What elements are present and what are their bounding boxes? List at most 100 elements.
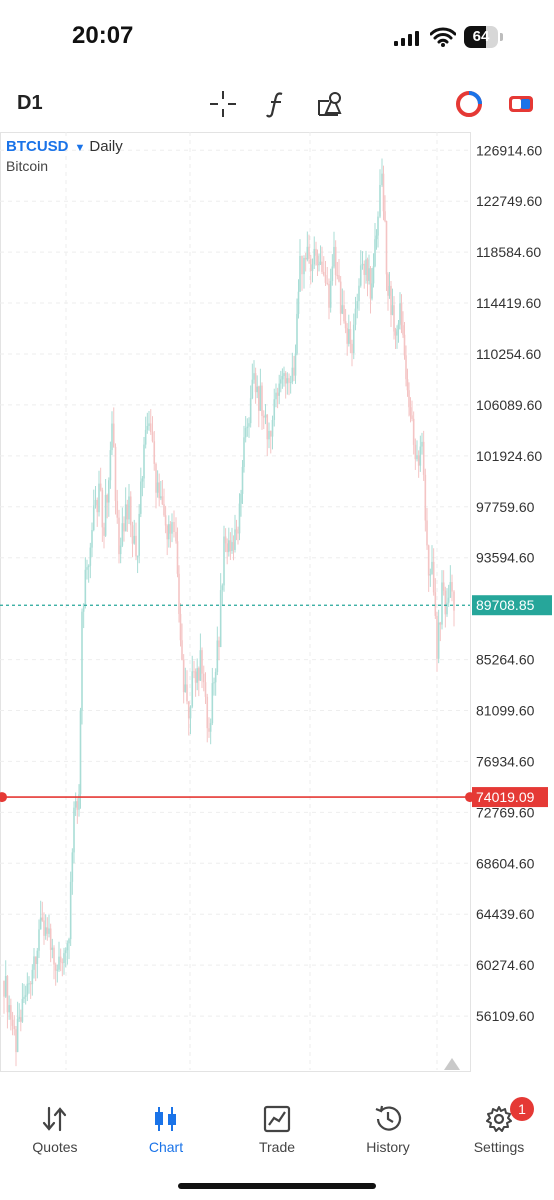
candle-body xyxy=(328,283,330,308)
candle-body xyxy=(171,522,173,534)
price-tick-label: 64439.60 xyxy=(476,906,535,922)
candle-body xyxy=(333,246,335,267)
symbol-header[interactable]: BTCUSD ▼ Daily xyxy=(6,138,123,155)
candle-body xyxy=(306,246,309,260)
candle-body xyxy=(319,261,322,265)
candle-body xyxy=(103,527,105,536)
price-tick-label: 81099.60 xyxy=(476,702,535,718)
candle-body xyxy=(232,542,235,550)
price-tick-label: 85264.60 xyxy=(476,652,535,668)
candle-body xyxy=(68,939,70,944)
candle-body xyxy=(375,235,378,240)
candle-body xyxy=(303,257,305,275)
nav-quotes[interactable]: Quotes xyxy=(0,1094,110,1164)
trade-toggle-icon[interactable] xyxy=(506,89,536,119)
candle-body xyxy=(59,956,62,963)
candle-body xyxy=(194,671,197,683)
candle-body xyxy=(191,671,194,707)
candle-body xyxy=(296,313,298,354)
nav-settings[interactable]: 1 Settings xyxy=(444,1094,554,1164)
candle-body xyxy=(182,659,185,693)
chart-area[interactable]: 126914.60 122749.60 118584.60 114419.60 1102… xyxy=(0,132,554,1074)
indicator-ring-icon[interactable] xyxy=(454,89,484,119)
candle-body xyxy=(112,423,115,447)
candle-body xyxy=(48,928,50,934)
candle-body xyxy=(46,927,49,934)
candle-body xyxy=(229,540,232,552)
candle-body xyxy=(281,375,284,380)
candle-body xyxy=(109,450,112,481)
nav-trade[interactable]: Trade xyxy=(222,1094,332,1164)
candle-body xyxy=(336,275,339,277)
candle-body xyxy=(13,1025,16,1030)
candle-body xyxy=(133,535,136,544)
candle-body xyxy=(209,723,212,732)
drawing-objects-icon[interactable] xyxy=(316,89,346,119)
candle-body xyxy=(385,221,388,275)
candlestick-chart[interactable]: 126914.60 122749.60 118584.60 114419.60 1102… xyxy=(0,132,554,1074)
candle-body xyxy=(175,531,177,542)
candle-body xyxy=(211,683,214,724)
candle-body xyxy=(411,415,413,419)
candle-body xyxy=(293,367,295,376)
trade-chart-icon xyxy=(263,1105,291,1133)
candle-body xyxy=(234,529,236,550)
candle-body xyxy=(53,947,55,965)
candle-body xyxy=(399,303,401,324)
chart-toolbar: D1 xyxy=(0,82,554,126)
candle-body xyxy=(253,373,255,380)
candle-body xyxy=(275,392,277,400)
candle-body xyxy=(283,373,285,376)
candle-body xyxy=(3,980,5,997)
candle-body xyxy=(326,282,329,284)
candle-body xyxy=(268,430,270,440)
candle-body xyxy=(356,301,359,309)
symbol-name[interactable]: BTCUSD xyxy=(6,138,69,155)
candle-body xyxy=(343,305,345,322)
candle-body xyxy=(29,983,32,985)
alert-line-handle xyxy=(0,792,7,803)
candle-body xyxy=(28,983,30,985)
candle-body xyxy=(16,1018,19,1053)
candle-body xyxy=(432,561,435,593)
candle-body xyxy=(372,266,375,284)
candle-body xyxy=(258,386,260,411)
candle-body xyxy=(23,996,25,999)
candle-body xyxy=(451,582,453,592)
candle-body xyxy=(15,1029,17,1053)
candle-body xyxy=(176,541,179,574)
symbol-dropdown-icon[interactable]: ▼ xyxy=(74,142,86,154)
timeframe-selector[interactable]: D1 xyxy=(17,92,43,114)
candle-body xyxy=(187,701,190,719)
candle-body xyxy=(379,184,381,217)
candle-body xyxy=(38,929,40,951)
function-icon[interactable] xyxy=(262,89,292,119)
candle-body xyxy=(244,428,247,438)
status-time: 20:07 xyxy=(72,22,134,49)
candle-body xyxy=(280,379,282,384)
candle-body xyxy=(144,429,147,445)
candle-body xyxy=(89,547,92,566)
candle-body xyxy=(231,542,233,552)
candle-body xyxy=(261,385,263,416)
candle-body xyxy=(69,881,72,940)
candle-body xyxy=(315,248,317,256)
candle-body xyxy=(202,673,205,683)
candle-body xyxy=(49,928,52,950)
candle-body xyxy=(228,540,230,553)
nav-chart[interactable]: Chart xyxy=(111,1094,221,1164)
candle-body xyxy=(135,535,137,557)
candle-body xyxy=(352,324,355,354)
candle-body xyxy=(278,383,280,396)
price-tick-label: 76934.60 xyxy=(476,753,535,769)
candle-body xyxy=(453,591,455,611)
candle-body xyxy=(101,490,104,528)
candle-body xyxy=(121,523,124,546)
candle-body xyxy=(405,355,407,380)
candle-body xyxy=(6,976,9,1013)
nav-history[interactable]: History xyxy=(333,1094,443,1164)
crosshair-icon[interactable] xyxy=(208,89,238,119)
candle-body xyxy=(369,268,372,299)
candle-body xyxy=(201,650,203,674)
candle-body xyxy=(179,613,182,641)
